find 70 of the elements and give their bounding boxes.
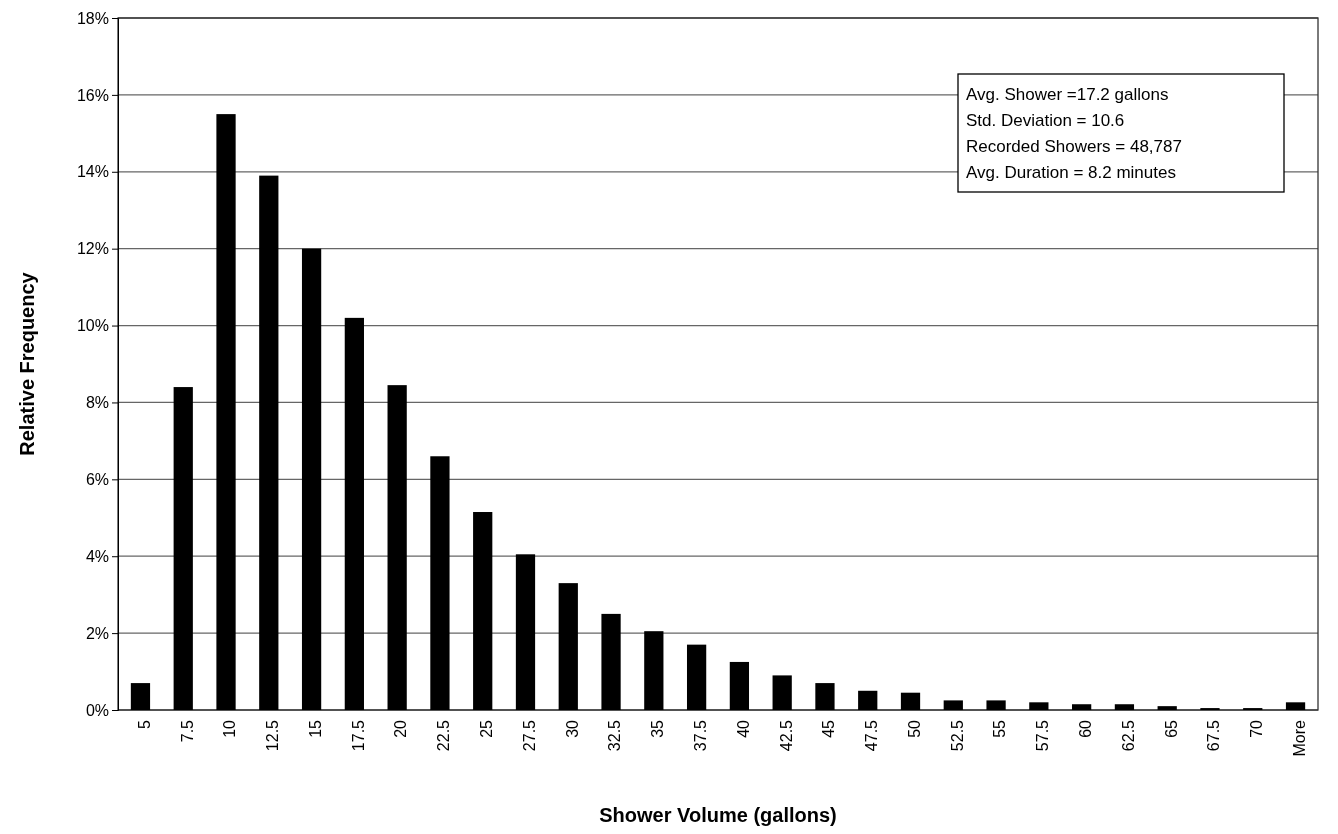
bar	[130, 683, 151, 710]
bar	[1114, 704, 1135, 710]
y-tick-label: 12%	[76, 240, 109, 258]
y-tick-label: 8%	[85, 394, 109, 412]
x-tick-label: 15	[306, 719, 324, 738]
y-tick-label: 14%	[76, 163, 109, 181]
bar	[815, 683, 835, 710]
bar	[301, 248, 322, 710]
x-tick-label: 10	[221, 719, 239, 738]
x-tick-label: 45	[820, 719, 838, 738]
x-tick-label: 60	[1076, 719, 1094, 738]
x-tick-label: 50	[905, 719, 923, 738]
x-tick-label: 55	[991, 719, 1009, 738]
bar	[259, 175, 279, 710]
y-tick-label: 2%	[85, 624, 109, 642]
bar	[1029, 702, 1049, 710]
x-axis-title: Shower Volume (gallons)	[599, 804, 837, 826]
y-axis-title: Relative Frequency	[16, 271, 38, 456]
x-tick-label: 25	[478, 719, 496, 738]
y-tick-label: 6%	[85, 470, 109, 488]
annotation: Avg. Duration = 8.2 minutes	[966, 163, 1176, 182]
y-tick-label: 0%	[85, 701, 109, 719]
y-tick-label: 10%	[76, 317, 109, 335]
bar	[473, 512, 493, 710]
bar	[216, 114, 236, 710]
bar	[430, 456, 450, 710]
x-tick-label: 5	[135, 719, 153, 729]
bar	[601, 613, 621, 710]
bar	[858, 690, 878, 710]
x-tick-label: More	[1290, 719, 1308, 757]
y-tick-label: 18%	[76, 9, 109, 27]
bar	[515, 554, 536, 710]
x-tick-label: 35	[649, 719, 667, 738]
x-tick-label: 65	[1162, 719, 1180, 738]
x-tick-label: 32.5	[606, 719, 624, 752]
annotation: Recorded Showers = 48,787	[966, 137, 1182, 156]
bar	[344, 317, 364, 710]
x-tick-label: 27.5	[520, 719, 538, 752]
x-tick-label: 52.5	[948, 719, 966, 752]
x-tick-label: 62.5	[1119, 719, 1137, 752]
y-tick-label: 4%	[85, 547, 109, 565]
x-tick-label: 7.5	[178, 719, 196, 743]
x-tick-label: 12.5	[264, 719, 282, 752]
bar	[772, 675, 792, 710]
x-tick-label: 22.5	[435, 719, 453, 752]
x-tick-label: 20	[392, 719, 410, 738]
x-tick-label: 47.5	[863, 719, 881, 752]
bar	[900, 692, 921, 710]
bar	[729, 661, 750, 710]
bar	[644, 631, 664, 710]
x-tick-label: 57.5	[1034, 719, 1052, 752]
x-tick-label: 30	[563, 719, 581, 738]
x-tick-label: 67.5	[1205, 719, 1223, 752]
annotation: Std. Deviation = 10.6	[966, 111, 1125, 130]
bar	[943, 700, 963, 710]
bar	[1157, 706, 1177, 710]
bar	[558, 583, 578, 710]
x-tick-label: 40	[734, 719, 752, 738]
bar	[686, 644, 707, 710]
bar	[387, 385, 407, 710]
x-tick-label: 37.5	[691, 719, 709, 752]
y-tick-label: 16%	[76, 86, 109, 104]
bar	[173, 387, 193, 710]
bar	[1285, 702, 1306, 710]
annotation: Avg. Shower =17.2 gallons	[966, 85, 1169, 104]
bar	[986, 700, 1006, 710]
x-tick-label: 17.5	[349, 719, 367, 752]
bar	[1072, 704, 1092, 710]
x-tick-label: 42.5	[777, 719, 795, 752]
x-tick-label: 70	[1248, 719, 1266, 738]
